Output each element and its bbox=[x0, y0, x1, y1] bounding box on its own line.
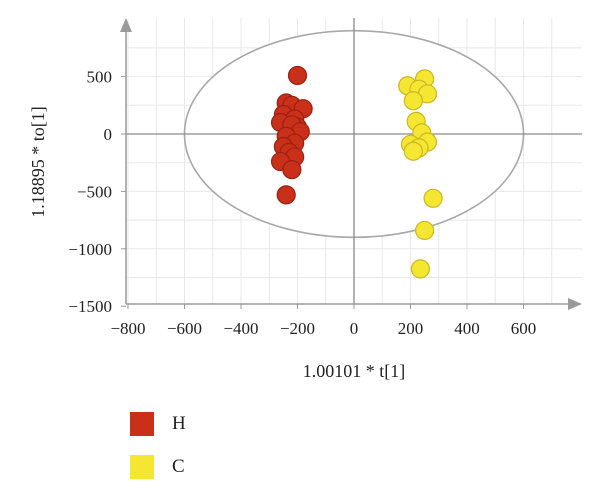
x-tick-label: −600 bbox=[167, 319, 202, 338]
data-point-c bbox=[403, 141, 423, 161]
data-point-h bbox=[282, 159, 302, 180]
legend-swatch-c bbox=[130, 455, 154, 479]
x-tick-label: 600 bbox=[511, 319, 537, 338]
data-point-c bbox=[423, 188, 443, 208]
y-tick-label: −1000 bbox=[68, 240, 112, 259]
x-tick-label: 400 bbox=[454, 319, 480, 338]
y-tick-label: 0 bbox=[104, 125, 113, 144]
x-tick-label: −400 bbox=[223, 319, 258, 338]
x-tick-label: −800 bbox=[110, 319, 145, 338]
x-axis-arrow bbox=[568, 298, 582, 310]
x-tick-label: 0 bbox=[350, 319, 359, 338]
y-axis-title: 1.18895 * to[1] bbox=[28, 106, 48, 218]
legend: H C bbox=[130, 408, 186, 494]
legend-label-c: C bbox=[172, 456, 185, 477]
y-axis-arrow bbox=[120, 18, 132, 32]
legend-item-h: H bbox=[130, 408, 186, 440]
x-tick-label: 200 bbox=[398, 319, 424, 338]
x-tick-label: −200 bbox=[280, 319, 315, 338]
data-point-c bbox=[410, 259, 430, 279]
legend-swatch-h bbox=[130, 412, 154, 436]
y-tick-label: −1500 bbox=[68, 297, 112, 316]
x-axis-title: 1.00101 * t[1] bbox=[303, 361, 406, 381]
legend-label-h: H bbox=[172, 413, 186, 434]
y-tick-label: −500 bbox=[77, 182, 112, 201]
data-point-h bbox=[276, 185, 296, 205]
y-tick-label: 500 bbox=[87, 68, 113, 87]
data-point-c bbox=[403, 91, 423, 111]
data-point-c bbox=[415, 220, 435, 241]
data-point-h bbox=[287, 65, 308, 86]
legend-item-c: C bbox=[130, 451, 186, 483]
